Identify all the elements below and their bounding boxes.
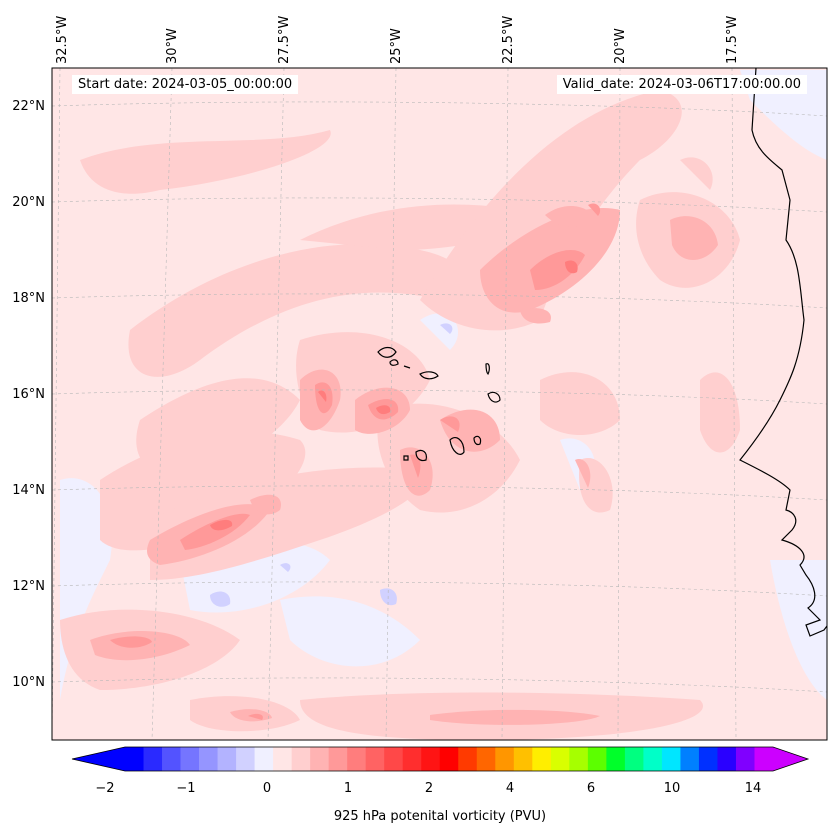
colorbar-swatch (291, 747, 311, 771)
colorbar-swatch (254, 747, 274, 771)
colorbar-swatch (606, 747, 626, 771)
colorbar-swatch (421, 747, 441, 771)
colorbar-swatch (495, 747, 515, 771)
colorbar-swatch (347, 747, 367, 771)
colorbar (71, 746, 810, 772)
colorbar-swatch (217, 747, 237, 771)
lat-label: 18°N (12, 291, 45, 306)
colorbar-tick-label: 0 (262, 781, 272, 796)
colorbar-swatch (328, 747, 348, 771)
colorbar-swatch (236, 747, 255, 771)
colorbar-tick-label: 4 (505, 781, 515, 796)
colorbar-swatch (143, 747, 163, 771)
colorbar-swatch (532, 747, 552, 771)
colorbar-swatch (180, 747, 200, 771)
peak-pv-cores (210, 260, 578, 531)
colorbar-swatch (439, 747, 459, 771)
colorbar-tick-label: 1 (343, 781, 353, 796)
colorbar-swatch (550, 747, 570, 771)
lon-label: 20°W (613, 28, 628, 64)
colorbar-swatch (698, 747, 718, 771)
lat-label: 20°N (12, 195, 45, 210)
colorbar-swatch (680, 747, 700, 771)
colorbar-label: 925 hPa potenital vorticity (PVU) (333, 809, 547, 824)
colorbar-swatch (476, 747, 496, 771)
colorbar-outline (71, 746, 810, 772)
lat-label: 16°N (12, 387, 45, 402)
cape-verde-islands (377, 346, 501, 462)
lon-label: 32.5°W (55, 15, 70, 64)
colorbar-swatch (587, 747, 607, 771)
colorbar-tick-label: 14 (744, 781, 762, 796)
valid-date-label: Valid_date: 2024-03-06T17:00:00.00 (556, 75, 807, 94)
colorbar-swatch (754, 747, 774, 771)
colorbar-tick-label: 2 (424, 781, 434, 796)
colorbar-swatch (735, 747, 755, 771)
colorbar-tick-label: −2 (95, 781, 115, 796)
lon-label: 17.5°W (725, 15, 740, 64)
colorbar-swatch (162, 747, 181, 771)
lat-label: 22°N (12, 99, 45, 114)
strong-pv-cores (110, 203, 601, 720)
colorbar-swatch (310, 747, 330, 771)
lat-label: 12°N (12, 579, 45, 594)
colorbar-swatch (273, 747, 293, 771)
lon-label: 30°W (165, 28, 180, 64)
colorbar-swatch (402, 747, 422, 771)
pv-field (52, 68, 827, 740)
colorbar-swatch (569, 747, 589, 771)
colorbar-swatch (624, 747, 644, 771)
start-date-label: Start date: 2024-03-05_00:00:00 (72, 75, 299, 94)
graticule (52, 68, 827, 740)
african-coastline (739, 68, 827, 637)
lat-label: 14°N (12, 483, 45, 498)
colorbar-swatch (125, 747, 144, 771)
colorbar-swatch (717, 747, 737, 771)
colorbar-under-arrow (72, 747, 125, 771)
colorbar-swatch (365, 747, 385, 771)
colorbar-tick-label: 6 (586, 781, 596, 796)
colorbar-tick-label: −1 (176, 781, 196, 796)
lon-label: 22.5°W (501, 15, 516, 64)
colorbar-swatch (384, 747, 404, 771)
lon-label: 25°W (389, 28, 404, 64)
colorbar-swatch (643, 747, 663, 771)
colorbar-swatch (458, 747, 478, 771)
lat-label: 10°N (12, 675, 45, 690)
colorbar-over-arrow (773, 747, 808, 771)
colorbar-tick-label: 10 (663, 781, 681, 796)
colorbar-swatch (513, 747, 533, 771)
colorbar-swatch (661, 747, 681, 771)
colorbar-swatch (199, 747, 218, 771)
lon-label: 27.5°W (277, 15, 292, 64)
map-frame (51, 67, 828, 741)
